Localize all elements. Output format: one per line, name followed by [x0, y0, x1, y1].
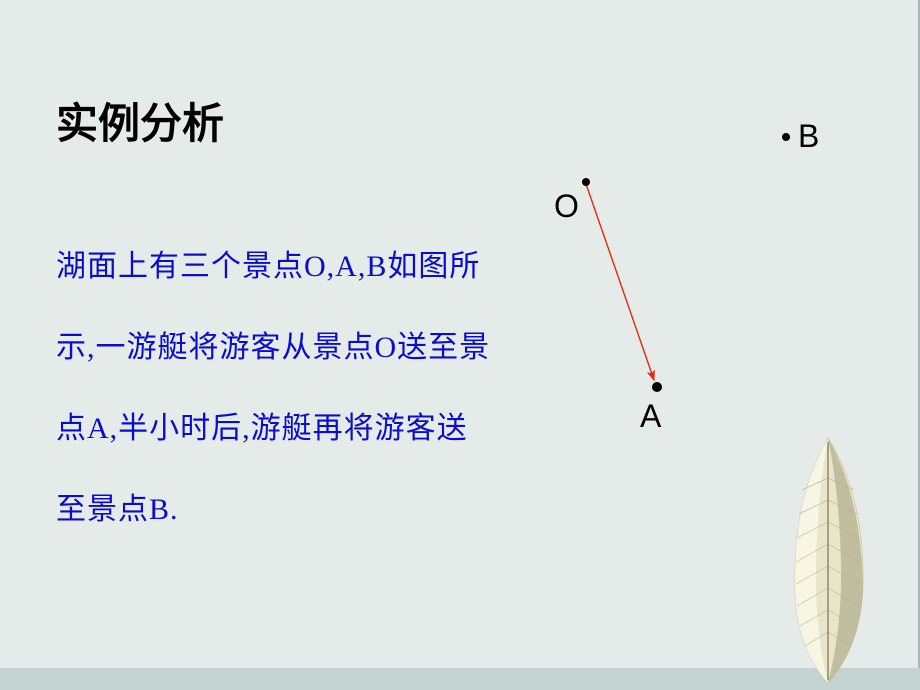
quill-feather-icon	[733, 428, 913, 688]
slide-title: 实例分析	[56, 90, 224, 151]
point-A-dot	[652, 382, 662, 392]
slide-paper: 实例分析 湖面上有三个景点O,A,B如图所示,一游艇将游客从景点O送至景点A,半…	[0, 0, 920, 668]
slide-body-text: 湖面上有三个景点O,A,B如图所示,一游艇将游客从景点O送至景点A,半小时后,游…	[56, 226, 496, 550]
point-B-label: B	[798, 118, 819, 155]
point-O-label: O	[554, 188, 579, 225]
arrow-O-to-A	[580, 180, 665, 392]
point-O-dot	[582, 178, 590, 186]
point-B-dot	[782, 133, 790, 141]
point-A-label: A	[640, 398, 661, 435]
